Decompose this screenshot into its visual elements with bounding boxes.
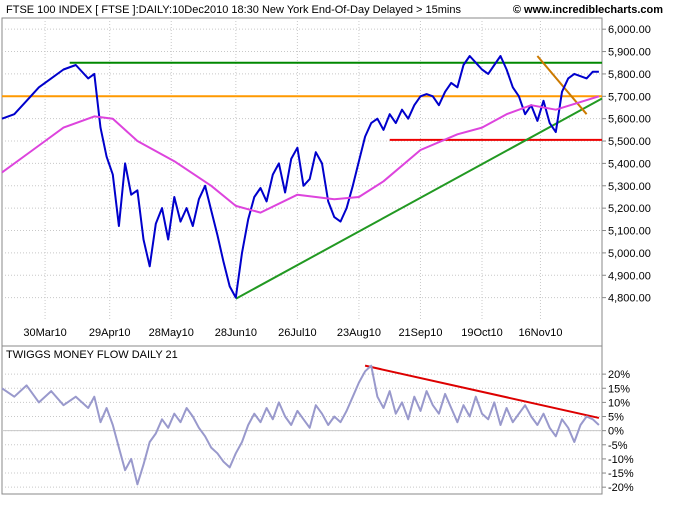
moving-average-line (1, 95, 600, 214)
money-flow-line (1, 364, 600, 486)
y-tick-label: 6,000.00 (608, 24, 651, 36)
y-tick-label: 5,900.00 (608, 47, 651, 59)
price-x-axis: 30Mar10 29Apr10 28May10 28Jun10 26Jul10 23Aug… (23, 327, 562, 339)
y-tick-label: 5,700.00 (608, 91, 651, 103)
price-y-axis: 4,800.00 4,900.00 5,000.00 5,100.00 5,200.00… (602, 24, 651, 305)
y-tick-label: 5,200.00 (608, 203, 651, 215)
x-tick-label: 30Mar10 (23, 327, 66, 339)
trendline-trendline_green (235, 97, 603, 300)
y-tick-label: 5,800.00 (608, 69, 651, 81)
money-flow-series (1, 364, 600, 486)
indicator-title: TWIGGS MONEY FLOW DAILY 21 (6, 349, 178, 361)
x-tick-label: 28Jun10 (215, 327, 257, 339)
y-tick-label: -5% (608, 440, 628, 452)
y-tick-label: 5,400.00 (608, 158, 651, 170)
y-tick-label: -10% (608, 454, 634, 466)
y-tick-label: 20% (608, 369, 630, 381)
x-tick-label: 23Aug10 (337, 327, 381, 339)
y-tick-label: 15% (608, 383, 630, 395)
price-panel: 4,800.00 4,900.00 5,000.00 5,100.00 5,200.00… (1, 4, 663, 494)
trendline-mf_trendline (364, 364, 600, 419)
y-tick-label: 5,100.00 (608, 226, 651, 238)
price-series (1, 55, 600, 299)
x-tick-label: 28May10 (149, 327, 194, 339)
y-tick-label: 10% (608, 397, 630, 409)
brand-label: © www.incrediblecharts.com (513, 4, 663, 16)
x-tick-label: 16Nov10 (518, 327, 562, 339)
y-tick-label: 5,300.00 (608, 181, 651, 193)
y-tick-label: 4,800.00 (608, 293, 651, 305)
money-flow-y-axis: 20% 15% 10% 5% 0% -5% -10% -15% -20% (602, 369, 634, 494)
money-flow-panel: 20% 15% 10% 5% 0% -5% -10% -15% -20% TWIGGS MONE… (1, 345, 634, 495)
y-tick-label: 5,500.00 (608, 136, 651, 148)
y-tick-label: 4,900.00 (608, 270, 651, 282)
y-tick-label: -15% (608, 468, 634, 480)
x-tick-label: 26Jul10 (278, 327, 317, 339)
trendline-downtrend (536, 55, 588, 115)
chart-title: FTSE 100 INDEX [ FTSE ]:DAILY:10Dec2010 … (6, 4, 461, 16)
x-tick-label: 29Apr10 (89, 327, 131, 339)
y-tick-label: 0% (608, 426, 624, 438)
money-flow-annotations (2, 364, 602, 432)
x-tick-label: 21Sep10 (398, 327, 442, 339)
x-tick-label: 19Oct10 (461, 327, 503, 339)
y-tick-label: 5,600.00 (608, 114, 651, 126)
y-tick-label: 5% (608, 412, 624, 424)
price-line (1, 55, 599, 299)
y-tick-label: 5,000.00 (608, 248, 651, 260)
price-annotations (2, 55, 603, 300)
y-tick-label: -20% (608, 482, 634, 494)
